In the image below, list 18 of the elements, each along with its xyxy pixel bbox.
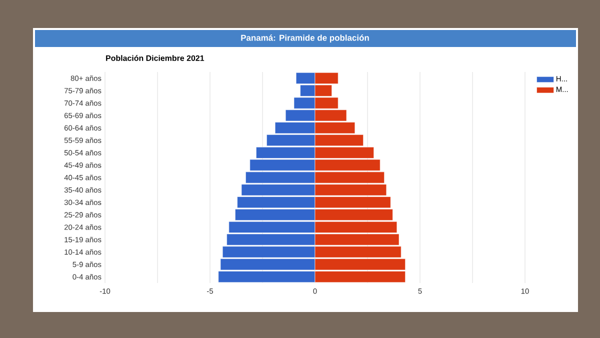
bar (314, 72, 338, 84)
bar (314, 221, 398, 233)
bar (314, 146, 374, 158)
bar (314, 122, 356, 134)
bar (237, 196, 316, 208)
bar (220, 258, 316, 270)
bar (274, 122, 316, 134)
bar (266, 134, 316, 146)
bar (235, 209, 316, 220)
chart-title: Panamá: Piramide de población (241, 34, 369, 42)
bar (314, 209, 393, 220)
bar (314, 271, 406, 283)
bar (314, 258, 406, 270)
bar (314, 196, 391, 208)
bar (228, 221, 316, 233)
bar (256, 146, 316, 158)
bar (314, 134, 364, 146)
bar (218, 271, 316, 283)
